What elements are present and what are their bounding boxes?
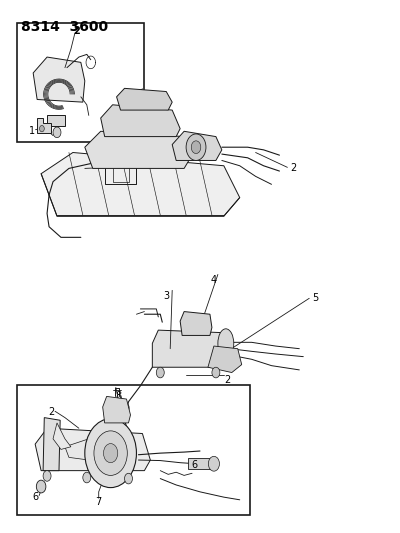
Circle shape bbox=[40, 125, 44, 132]
Polygon shape bbox=[103, 397, 130, 423]
Circle shape bbox=[53, 127, 61, 138]
Polygon shape bbox=[152, 330, 230, 367]
Polygon shape bbox=[116, 88, 172, 110]
Polygon shape bbox=[47, 115, 65, 126]
Text: 4: 4 bbox=[211, 274, 217, 285]
Ellipse shape bbox=[218, 329, 234, 358]
Circle shape bbox=[186, 134, 206, 160]
Polygon shape bbox=[35, 428, 150, 471]
Circle shape bbox=[104, 443, 118, 463]
Polygon shape bbox=[85, 131, 192, 168]
Polygon shape bbox=[43, 418, 60, 471]
Circle shape bbox=[124, 473, 132, 484]
Polygon shape bbox=[65, 439, 97, 460]
Circle shape bbox=[43, 471, 51, 481]
Text: 6: 6 bbox=[32, 492, 38, 502]
Bar bbox=[17, 385, 250, 515]
Circle shape bbox=[212, 367, 220, 378]
Polygon shape bbox=[37, 118, 51, 133]
Text: 1: 1 bbox=[28, 126, 35, 136]
Text: 3: 3 bbox=[163, 290, 169, 301]
Bar bbox=[17, 22, 144, 142]
Polygon shape bbox=[53, 423, 71, 449]
Circle shape bbox=[85, 419, 136, 488]
Text: 9: 9 bbox=[124, 403, 130, 414]
Polygon shape bbox=[188, 458, 210, 469]
Polygon shape bbox=[180, 312, 212, 335]
Text: 8314  3600: 8314 3600 bbox=[21, 20, 108, 34]
Polygon shape bbox=[33, 57, 85, 102]
Circle shape bbox=[156, 367, 164, 378]
Polygon shape bbox=[41, 152, 240, 216]
Polygon shape bbox=[208, 346, 242, 373]
Text: 2: 2 bbox=[290, 164, 296, 173]
Circle shape bbox=[191, 141, 201, 154]
Circle shape bbox=[36, 480, 46, 493]
Text: 6: 6 bbox=[191, 461, 197, 470]
Circle shape bbox=[83, 472, 91, 483]
Text: 5: 5 bbox=[312, 293, 318, 303]
Circle shape bbox=[208, 456, 220, 471]
Polygon shape bbox=[172, 131, 222, 160]
Text: 8: 8 bbox=[116, 391, 122, 401]
Circle shape bbox=[94, 431, 127, 475]
Text: 7: 7 bbox=[96, 497, 102, 507]
Polygon shape bbox=[101, 105, 180, 136]
Text: 2: 2 bbox=[48, 407, 54, 417]
Text: 2: 2 bbox=[74, 26, 80, 36]
Text: 2: 2 bbox=[225, 375, 231, 385]
